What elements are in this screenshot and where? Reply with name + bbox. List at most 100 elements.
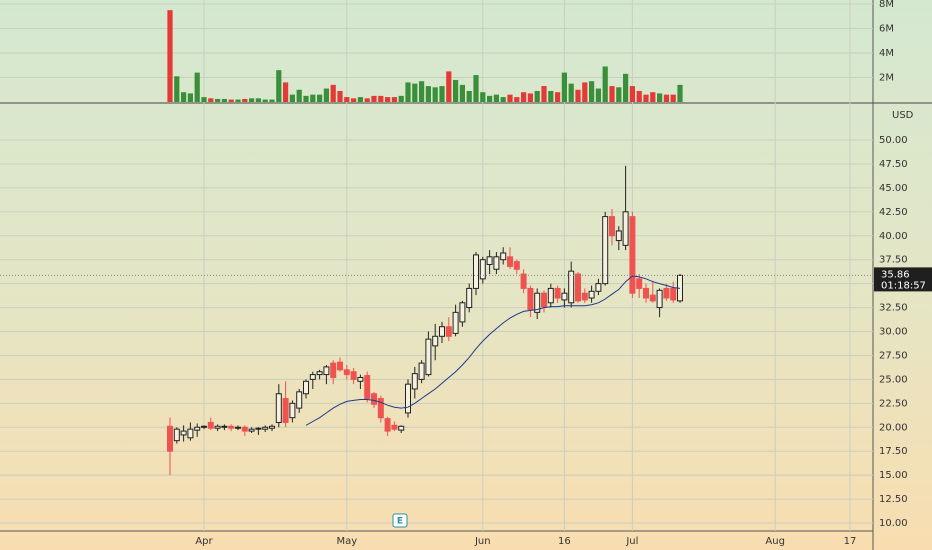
candle-body — [364, 375, 371, 400]
candle-body — [418, 362, 425, 380]
y-tick-label: 30.00 — [879, 327, 908, 338]
candle-body — [459, 302, 466, 323]
countdown-label: 01:18:57 — [881, 280, 926, 291]
candle-body — [554, 287, 561, 299]
candle-body — [445, 326, 452, 337]
candle-body — [643, 287, 649, 299]
volume-bar — [296, 89, 302, 102]
candle-body — [452, 311, 459, 334]
candle-body — [214, 425, 221, 429]
volume-bar — [412, 83, 418, 102]
volume-bar — [575, 89, 581, 102]
candle-body — [309, 374, 316, 380]
y-tick-label: 10.00 — [879, 518, 908, 529]
volume-bar — [507, 94, 513, 102]
x-tick-label: 17 — [844, 536, 857, 547]
volume-bar — [602, 66, 608, 102]
volume-bar — [344, 97, 350, 102]
x-tick-label: May — [336, 536, 357, 547]
candle-body — [187, 428, 194, 439]
x-tick-label: Jun — [474, 536, 491, 547]
labels: 10.00 12.50 15.00 17.50 20.00 22.50 25.00 27.50… — [195, 0, 932, 547]
candle-body — [282, 398, 289, 423]
candle-body — [241, 426, 248, 432]
candle-body — [296, 391, 303, 409]
volume-bar — [208, 98, 214, 102]
volume-bar — [466, 90, 472, 102]
volume-bar — [364, 98, 370, 102]
y-tick-label: 25.00 — [879, 374, 908, 385]
candle-body — [609, 216, 615, 237]
volume-bar — [534, 90, 540, 102]
y-tick-label: 27.50 — [879, 350, 908, 361]
volume-bar — [473, 75, 479, 102]
candle-body — [670, 287, 677, 301]
moving-average-line — [305, 275, 681, 426]
volume-bar — [514, 97, 520, 102]
y-tick-label: 47.50 — [879, 159, 908, 170]
candle-body — [350, 371, 357, 380]
y-tick-label: 40.00 — [879, 231, 908, 242]
candle-body — [547, 287, 554, 304]
candle-body — [602, 216, 609, 285]
y-tick-label: 22.50 — [879, 398, 908, 409]
candle-body — [303, 380, 309, 395]
volume-tick-label: 6M — [879, 24, 894, 35]
volume-bar — [609, 86, 615, 102]
volume-bar — [487, 95, 493, 102]
volume-bar — [439, 86, 445, 102]
volume-bar — [568, 83, 574, 102]
candle-body — [513, 261, 520, 270]
volume-bar — [677, 84, 683, 102]
candle-body — [649, 294, 656, 302]
candle-body — [337, 361, 343, 371]
volume-bar — [351, 98, 357, 102]
volume-tick-label: 4M — [879, 48, 894, 59]
candle-body — [622, 211, 629, 246]
y-tick-label: 50.00 — [879, 135, 908, 146]
last-price-box — [874, 267, 932, 292]
volume-bar — [616, 87, 622, 102]
candle-body — [275, 393, 282, 423]
volume-bar — [215, 98, 221, 102]
candle-body — [201, 425, 207, 428]
candle-body — [221, 425, 228, 428]
candle-body — [398, 425, 405, 431]
x-tick-label: Jul — [625, 536, 638, 547]
candle-body — [663, 287, 670, 299]
candle-body — [391, 424, 398, 430]
candle-body — [377, 398, 384, 419]
x-tick-label: 16 — [558, 536, 571, 547]
volume-bar — [194, 72, 200, 102]
candle-body — [493, 256, 500, 270]
y-tick-label: 12.50 — [879, 494, 908, 505]
candle-body — [207, 421, 214, 429]
volume-bar — [330, 84, 336, 102]
volume-bar — [432, 87, 438, 102]
y-tick-label: 45.00 — [879, 183, 908, 194]
volume-bar — [323, 88, 329, 102]
volume-bar — [643, 94, 649, 102]
volume-bar — [446, 71, 452, 102]
volume-tick-label: 8M — [879, 0, 894, 10]
candle-body — [486, 256, 493, 265]
candle-body — [269, 425, 275, 429]
y-tick-label: 15.00 — [879, 470, 908, 481]
candle-body — [439, 326, 445, 337]
volume-bar — [181, 92, 187, 102]
candle-body — [541, 292, 547, 308]
candle-body — [262, 426, 269, 430]
candle-body — [629, 216, 636, 294]
volume-bar — [391, 97, 397, 102]
volume-bar — [548, 90, 554, 102]
candle-body — [194, 426, 201, 431]
volume-bar — [453, 79, 459, 102]
volume-bar — [670, 94, 676, 102]
volume-bar — [289, 94, 295, 102]
candle-body — [534, 292, 541, 313]
candle-body — [357, 376, 364, 382]
candle-body — [384, 418, 391, 432]
volume-bar — [221, 98, 227, 102]
candle-body — [173, 428, 180, 442]
